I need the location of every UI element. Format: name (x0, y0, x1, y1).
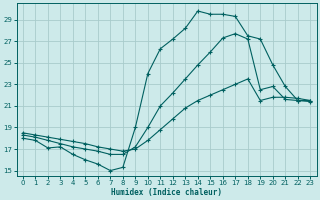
X-axis label: Humidex (Indice chaleur): Humidex (Indice chaleur) (111, 188, 222, 197)
